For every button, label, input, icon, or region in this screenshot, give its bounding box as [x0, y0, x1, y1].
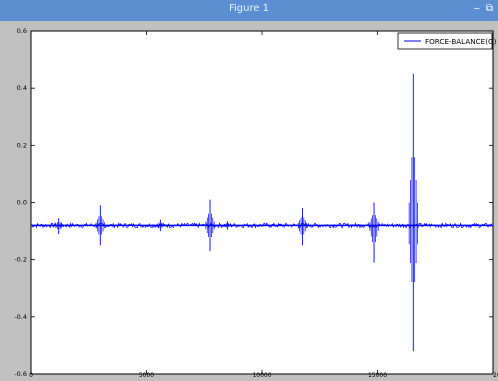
plot-series	[30, 73, 494, 352]
y-tick-label: 0.2	[17, 141, 27, 149]
y-tick-label: -0.2	[14, 256, 27, 264]
x-tick-label: 15000	[368, 372, 387, 377]
figure-canvas: -0.6 -0.4 -0.2 0.0 0.2 0.4 0.6 0 5000 10000 15000 2…	[0, 21, 498, 379]
y-tick-label: 0.0	[17, 199, 27, 207]
y-tick-label: 0.6	[17, 27, 27, 35]
legend-label: FORCE-BALANCE(G)	[425, 37, 497, 46]
x-tick-label: 2000	[493, 372, 498, 377]
x-tick-label: 10000	[252, 372, 271, 377]
axis-ticks: -0.6 -0.4 -0.2 0.0 0.2 0.4 0.6 0 5000 10000 15000 2…	[14, 27, 498, 379]
y-tick-label: -0.6	[14, 370, 27, 377]
y-tick-label: 0.4	[17, 84, 27, 92]
x-tick-label: 0	[29, 372, 33, 377]
window-title: Figure 1	[228, 3, 270, 14]
x-tick-label: 5000	[139, 372, 154, 377]
plot-area	[30, 30, 494, 375]
legend: FORCE-BALANCE(G)	[397, 32, 497, 50]
window-titlebar: Figure 1 ‒ ⧉	[0, 0, 498, 21]
minimize-icon[interactable]: ‒	[473, 3, 480, 14]
y-tick-label: -0.4	[14, 313, 27, 321]
legend-box	[397, 32, 493, 50]
chart-svg: -0.6 -0.4 -0.2 0.0 0.2 0.4 0.6 0 5000 10000 15000 2…	[14, 27, 498, 379]
restore-icon[interactable]: ⧉	[485, 3, 493, 14]
